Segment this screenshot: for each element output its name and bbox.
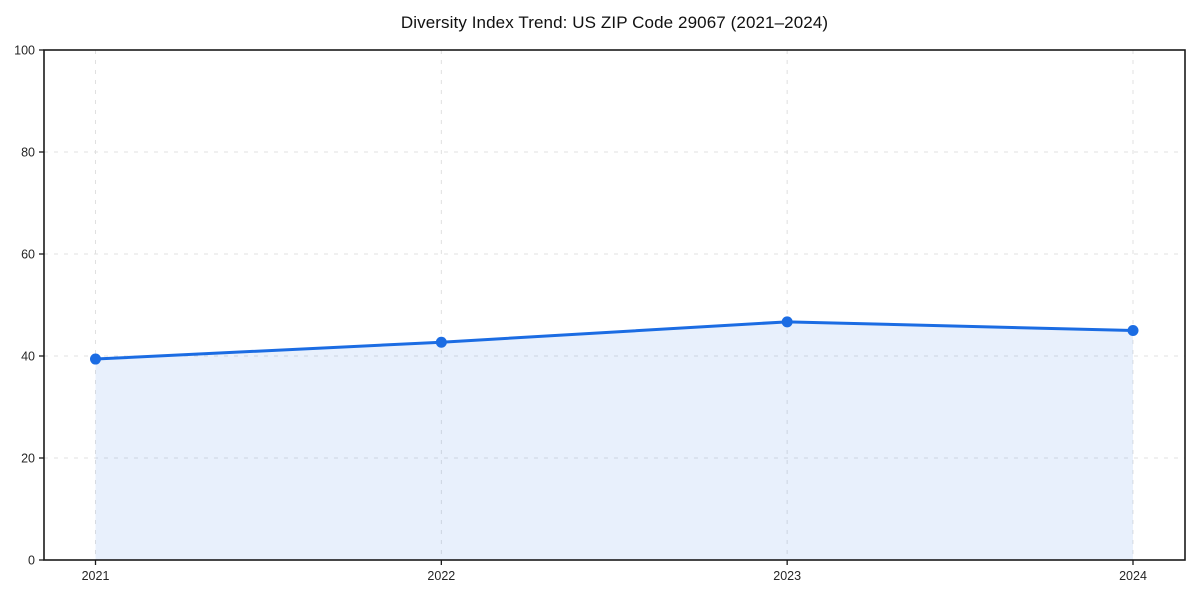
y-tick-label: 100: [14, 44, 35, 58]
x-tick-label: 2023: [773, 569, 801, 583]
data-point-2021: [90, 353, 101, 365]
chart-title: Diversity Index Trend: US ZIP Code 29067…: [400, 13, 829, 32]
trend-line: [94, 320, 1135, 361]
y-tick-label: 20: [21, 452, 35, 466]
y-tick-label: 40: [21, 350, 35, 364]
data-point-2024: [1127, 325, 1139, 336]
data-point-2023: [781, 316, 793, 328]
x-tick-label: 2022: [427, 569, 455, 583]
y-tick-label: 60: [21, 248, 35, 262]
plot-frame: [43, 49, 1186, 561]
y-tick-label: 80: [21, 146, 35, 160]
x-tick-label: 2021: [82, 569, 110, 583]
data-point-2022: [435, 336, 447, 348]
x-tick-label: 2024: [1119, 569, 1147, 583]
area-fill: [95, 321, 1133, 560]
y-tick-label: 0: [28, 554, 35, 568]
